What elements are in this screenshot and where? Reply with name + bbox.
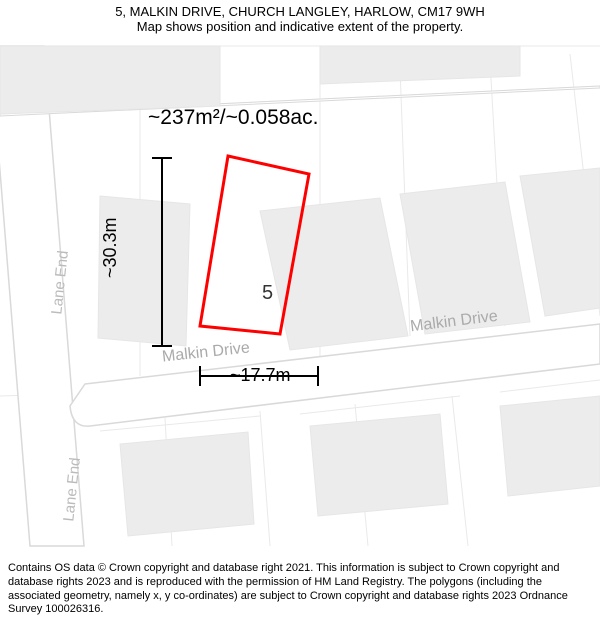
plot-number: 5 (262, 282, 273, 305)
map-subtitle: Map shows position and indicative extent… (8, 19, 592, 34)
map-title: 5, MALKIN DRIVE, CHURCH LANGLEY, HARLOW,… (8, 4, 592, 19)
height-measurement: ~30.3m (100, 217, 121, 278)
map-header: 5, MALKIN DRIVE, CHURCH LANGLEY, HARLOW,… (0, 0, 600, 36)
copyright-footer: Contains OS data © Crown copyright and d… (0, 556, 600, 625)
area-measurement: ~237m²/~0.058ac. (148, 106, 318, 130)
width-measurement: ~17.7m (230, 365, 291, 386)
map-canvas: ~237m²/~0.058ac. ~30.3m ~17.7m 5 Malkin … (0, 36, 600, 556)
